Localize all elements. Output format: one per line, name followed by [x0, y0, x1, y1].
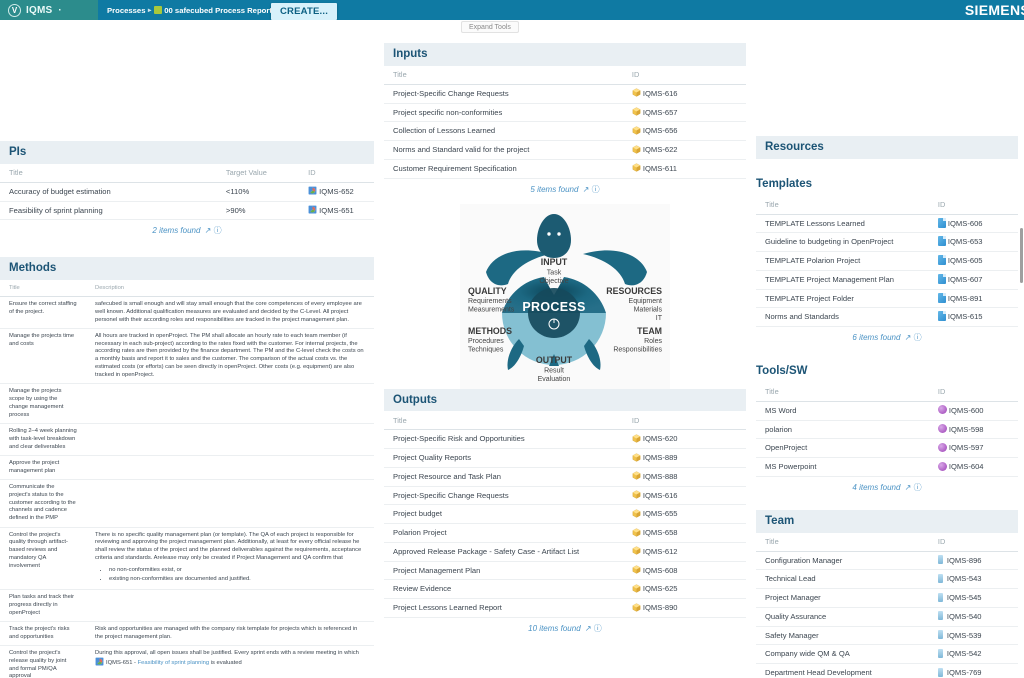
- svg-text:PROCESS: PROCESS: [522, 300, 585, 314]
- svg-text:Requirements: Requirements: [468, 298, 512, 305]
- svg-text:QUALITY: QUALITY: [468, 286, 507, 296]
- svg-text:Equipment: Equipment: [629, 298, 663, 305]
- svg-text:RESOURCES: RESOURCES: [606, 286, 662, 296]
- svg-text:METHODS: METHODS: [468, 326, 512, 336]
- svg-text:Responsibilities: Responsibilities: [613, 346, 662, 353]
- svg-text:Measurements: Measurements: [468, 306, 515, 313]
- svg-text:Objective: Objective: [539, 278, 568, 285]
- svg-text:Task: Task: [547, 269, 562, 276]
- svg-text:INPUT: INPUT: [541, 257, 568, 267]
- svg-text:OUTPUT: OUTPUT: [536, 355, 573, 365]
- svg-text:IT: IT: [656, 315, 663, 322]
- svg-text:TEAM: TEAM: [637, 326, 662, 336]
- svg-text:Result: Result: [544, 367, 564, 374]
- svg-text:Procedures: Procedures: [468, 338, 504, 345]
- svg-text:Roles: Roles: [644, 338, 662, 345]
- svg-text:Materials: Materials: [634, 306, 663, 313]
- svg-text:Evaluation: Evaluation: [538, 376, 571, 383]
- svg-text:Techniques: Techniques: [468, 346, 504, 353]
